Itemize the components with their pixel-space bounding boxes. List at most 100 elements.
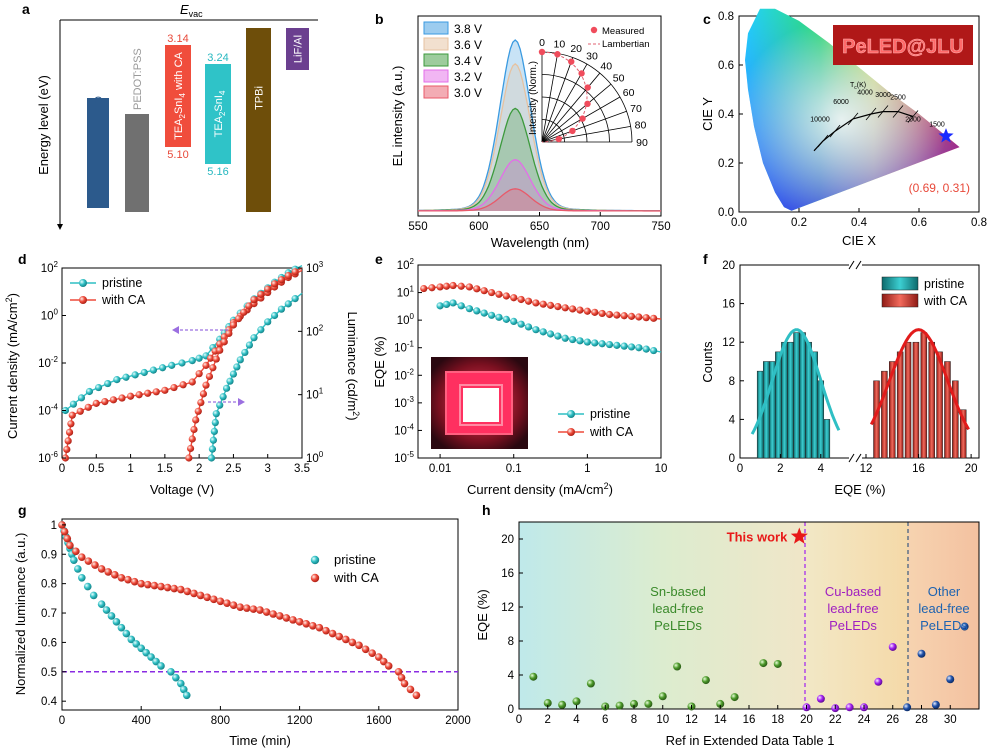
d-luminance-point <box>216 401 224 409</box>
h-ytick-label: 0 <box>508 704 514 716</box>
energy-bar-label-1: PEDOT:PSS <box>132 48 144 110</box>
g-legend-label-0: pristine <box>334 552 376 567</box>
lambertian-curve <box>541 51 588 143</box>
h-point-0 <box>701 676 710 685</box>
g-point-1 <box>104 568 112 576</box>
d-arrow-right-head <box>238 398 245 406</box>
d-luminance-point <box>186 444 195 453</box>
d-current-point <box>188 378 196 386</box>
e-point <box>480 309 488 317</box>
d-luminance-point <box>291 268 299 276</box>
d-luminance-point <box>291 295 299 303</box>
g-point-1 <box>177 585 185 594</box>
spectrum-fill-0 <box>418 40 661 211</box>
d-luminance-point <box>241 348 249 357</box>
cct-label: 4000 <box>857 89 873 96</box>
polar-spoke <box>541 57 574 143</box>
h-xtick-label: 0 <box>516 714 522 726</box>
g-point-1 <box>276 612 284 620</box>
d-luminance-point <box>212 410 220 418</box>
h-point-0 <box>759 659 768 668</box>
g-xtick-label: 1200 <box>287 715 313 727</box>
d-luminance-point <box>257 326 265 334</box>
e-point <box>524 297 533 305</box>
e-point <box>546 330 555 338</box>
d-luminance-point <box>270 311 279 320</box>
g-point-0 <box>179 685 188 694</box>
g-point-0 <box>117 623 126 632</box>
energy-bar-5 <box>286 28 309 70</box>
g-point-1 <box>406 685 415 694</box>
legend-label-1: 3.6 V <box>454 38 482 52</box>
e-ytick-label: 101 <box>397 285 415 300</box>
e-point <box>568 335 577 344</box>
cct-label: 10000 <box>810 116 830 123</box>
g-point-1 <box>335 632 344 641</box>
d-legend-label-1: with CA <box>101 293 146 307</box>
f-bar-0 <box>781 341 788 459</box>
d-luminance-point <box>208 445 217 453</box>
e-point <box>568 305 577 313</box>
e-point <box>532 299 540 307</box>
e-point <box>620 312 628 320</box>
d-y2tick-label: 100 <box>306 450 324 465</box>
isotherm-line <box>829 124 841 138</box>
g-point-1 <box>289 616 297 624</box>
e-point <box>473 285 481 293</box>
polar-spoke <box>541 110 627 143</box>
energy-bottom-value-2: 5.10 <box>167 149 188 161</box>
d-current-point <box>101 397 109 406</box>
d-luminance-point <box>216 346 224 354</box>
e-point <box>650 346 658 355</box>
f-ytick-label: 20 <box>722 260 735 272</box>
g-point-1 <box>375 653 383 661</box>
panel-letter-e: e <box>375 251 383 267</box>
d-current-point <box>202 361 210 369</box>
g-point-1 <box>322 626 330 635</box>
region-label-1: PeLEDs <box>829 618 877 633</box>
d-luminance-point <box>240 308 248 316</box>
g-point-1 <box>170 584 178 593</box>
panel-letter-d: d <box>18 251 27 267</box>
panel-h-ylabel: EQE (%) <box>475 589 490 640</box>
polar-spoke <box>541 72 601 143</box>
cct-title: Tc(K) <box>850 82 866 91</box>
polar-angle-label: 70 <box>630 103 642 115</box>
e-point <box>465 305 473 313</box>
g-point-1 <box>400 679 409 688</box>
e-point <box>436 283 444 291</box>
d-arrow-left-head <box>172 326 179 334</box>
h-xtick-label: 8 <box>631 714 637 726</box>
f-ytick-label: 8 <box>729 376 735 388</box>
spectrum-fill-2 <box>418 108 661 211</box>
measured-point <box>554 51 561 58</box>
polar-angle-label: 80 <box>635 120 647 132</box>
g-point-1 <box>236 603 244 611</box>
e-point <box>635 344 643 352</box>
cct-label: 6000 <box>833 99 849 106</box>
g-point-0 <box>70 556 78 564</box>
d-ytick-label: 102 <box>41 260 59 275</box>
g-ytick-label: 0.8 <box>41 579 57 591</box>
h-point-1 <box>888 642 897 651</box>
d-current-point <box>135 391 143 399</box>
e-point <box>627 312 636 320</box>
d-luminance-point <box>219 393 227 401</box>
g-point-1 <box>348 638 357 647</box>
f-xtick-label: 4 <box>818 463 825 475</box>
c-xtick-label: 0.4 <box>851 217 868 229</box>
energy-bar-0 <box>87 98 109 208</box>
energy-bar-3 <box>205 64 231 164</box>
h-point-0 <box>543 699 552 708</box>
g-point-1 <box>78 553 86 561</box>
g-point-1 <box>328 629 337 638</box>
b-xtick-label: 600 <box>469 221 488 233</box>
h-point-0 <box>630 699 638 708</box>
c-xtick-label: 0.0 <box>731 217 747 229</box>
energy-bar-1 <box>125 114 149 212</box>
e-point <box>598 309 606 318</box>
f-fit-curve-0 <box>750 328 841 435</box>
polar-angle-label: 90 <box>636 137 648 149</box>
e-xtick-label: 0.01 <box>429 463 451 475</box>
polar-angle-label: 40 <box>600 60 612 72</box>
